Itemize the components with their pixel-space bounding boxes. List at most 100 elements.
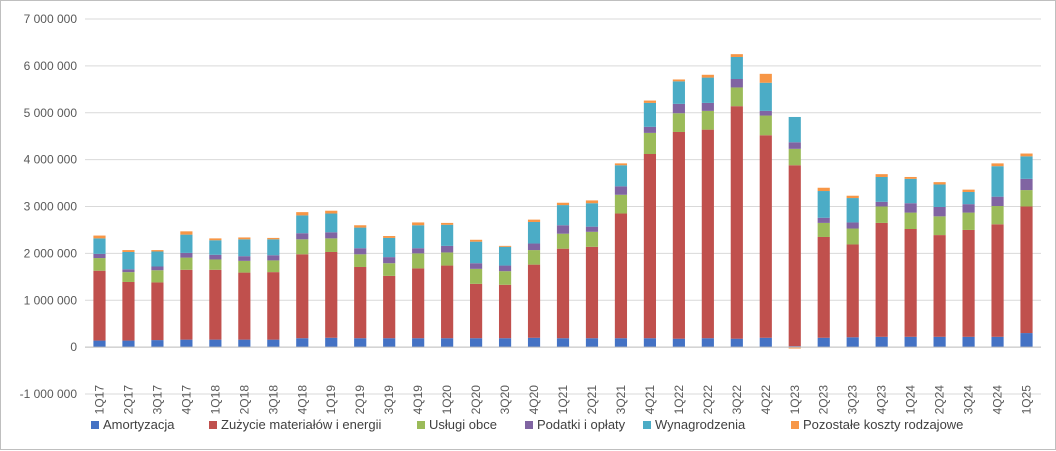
- bar-segment-3: [354, 248, 367, 255]
- bar-segment-3: [904, 203, 917, 213]
- x-tick-label: 2Q18: [237, 385, 251, 415]
- bar-segment-4: [904, 178, 917, 204]
- bar-segment-4: [93, 238, 106, 254]
- bar-segment-2: [875, 206, 888, 223]
- x-tick-label: 1Q24: [904, 385, 918, 415]
- bar-segment-1: [180, 269, 193, 340]
- bar-segment-0: [701, 338, 714, 348]
- bar-segment-4: [296, 215, 309, 234]
- bar-segment-1: [933, 235, 946, 337]
- bar-segment-5: [643, 100, 656, 103]
- bar-segment-2: [93, 258, 106, 271]
- y-tick-label: 1 000 000: [24, 293, 78, 307]
- bar-segment-1: [556, 248, 570, 339]
- x-tick-label: 1Q18: [208, 385, 222, 415]
- legend-label: Usługi obce: [429, 417, 497, 432]
- bar-segment-5: [933, 182, 946, 185]
- bar-segment-0: [209, 339, 222, 348]
- bar-segment-5: [93, 235, 106, 239]
- bar-segment-3: [730, 79, 743, 88]
- x-tick-label: 4Q23: [875, 385, 889, 415]
- bar-segment-2: [904, 212, 917, 229]
- bar-segment-0: [354, 338, 367, 348]
- bar-segment-4: [933, 184, 946, 207]
- bar-segment-5: [875, 174, 888, 177]
- x-tick-label: 3Q17: [150, 385, 164, 415]
- bar-segment-5: [180, 231, 193, 235]
- x-tick-label: 2Q19: [353, 385, 367, 415]
- bar-segment-3: [325, 232, 338, 239]
- bar-segment-2: [759, 115, 772, 136]
- bars: [93, 54, 1033, 349]
- x-tick-label: 3Q21: [614, 385, 628, 415]
- bar-segment-3: [412, 248, 425, 254]
- bar-segment-1: [122, 281, 135, 341]
- bar-segment-3: [672, 103, 685, 114]
- bar-segment-2: [788, 148, 801, 166]
- bar-segment-2: [383, 263, 396, 276]
- bar-segment-2: [991, 206, 1004, 225]
- bar-segment-0: [441, 338, 454, 348]
- y-tick-label: 7 000 000: [24, 12, 78, 26]
- y-tick-label: 0: [70, 340, 77, 354]
- bar-segment-3: [296, 233, 309, 240]
- bar-segment-0: [875, 336, 888, 348]
- bar-segment-2: [151, 270, 164, 283]
- legend-swatch: [417, 421, 425, 429]
- x-tick-label: 3Q24: [962, 385, 976, 415]
- bar-segment-1: [701, 129, 714, 339]
- legend: Amortyzacja Zużycie materiałów i energii U…: [91, 417, 963, 432]
- legend-item: Amortyzacja: [91, 417, 175, 432]
- bar-segment-3: [209, 254, 222, 260]
- bar-segment-1: [730, 106, 743, 339]
- bar-segment-2: [730, 87, 743, 107]
- x-tick-label: 2Q22: [701, 385, 715, 415]
- bar-segment-1: [383, 275, 396, 339]
- bar-segment-2: [614, 194, 628, 214]
- bar-segment-1: [267, 272, 280, 340]
- bar-segment-4: [701, 77, 714, 103]
- bar-segment-2: [267, 260, 280, 273]
- bar-segment-0: [325, 337, 338, 348]
- bar-segment-4: [817, 191, 830, 218]
- x-tick-label: 3Q22: [730, 385, 744, 415]
- y-tick-label: 6 000 000: [24, 59, 78, 73]
- bar-segment-0: [846, 337, 859, 348]
- x-tick-label: 2Q20: [469, 385, 483, 415]
- bar-segment-1: [151, 282, 164, 341]
- x-tick-label: 3Q20: [498, 385, 512, 415]
- bar-segment-3: [759, 110, 772, 116]
- bar-segment-3: [962, 204, 975, 213]
- y-tick-label: 4 000 000: [24, 153, 78, 167]
- bar-segment-2: [180, 257, 193, 270]
- legend-item: Podatki i opłaty: [525, 417, 626, 432]
- legend-swatch: [91, 421, 99, 429]
- x-tick-label: 4Q22: [759, 385, 773, 415]
- bar-segment-4: [788, 116, 801, 143]
- bar-segment-5: [441, 222, 454, 225]
- bar-segment-1: [498, 284, 512, 339]
- legend-swatch: [525, 421, 533, 429]
- x-tick-label: 4Q19: [411, 385, 425, 415]
- bar-segment-5: [904, 176, 917, 179]
- bar-segment-4: [991, 166, 1004, 197]
- x-tick-label: 2Q17: [121, 385, 135, 415]
- legend-swatch: [791, 421, 799, 429]
- bar-segment-1: [788, 165, 801, 347]
- bar-segment-1: [527, 264, 541, 338]
- bar-segment-3: [267, 255, 280, 261]
- bar-segment-4: [267, 239, 280, 256]
- bar-segment-0: [556, 338, 570, 348]
- legend-item: Zużycie materiałów i energii: [209, 417, 382, 432]
- bar-segment-1: [585, 246, 599, 339]
- bar-segment-3: [701, 102, 714, 111]
- bar-segment-2: [354, 254, 367, 267]
- bar-segment-4: [498, 246, 512, 266]
- bar-segment-5: [527, 219, 541, 222]
- bar-segment-1: [759, 135, 772, 338]
- x-tick-label: 3Q19: [382, 385, 396, 415]
- bar-segment-4: [122, 251, 135, 270]
- bar-segment-5: [151, 250, 164, 252]
- bar-segment-5: [817, 187, 830, 192]
- x-tick-label: 4Q17: [179, 385, 193, 415]
